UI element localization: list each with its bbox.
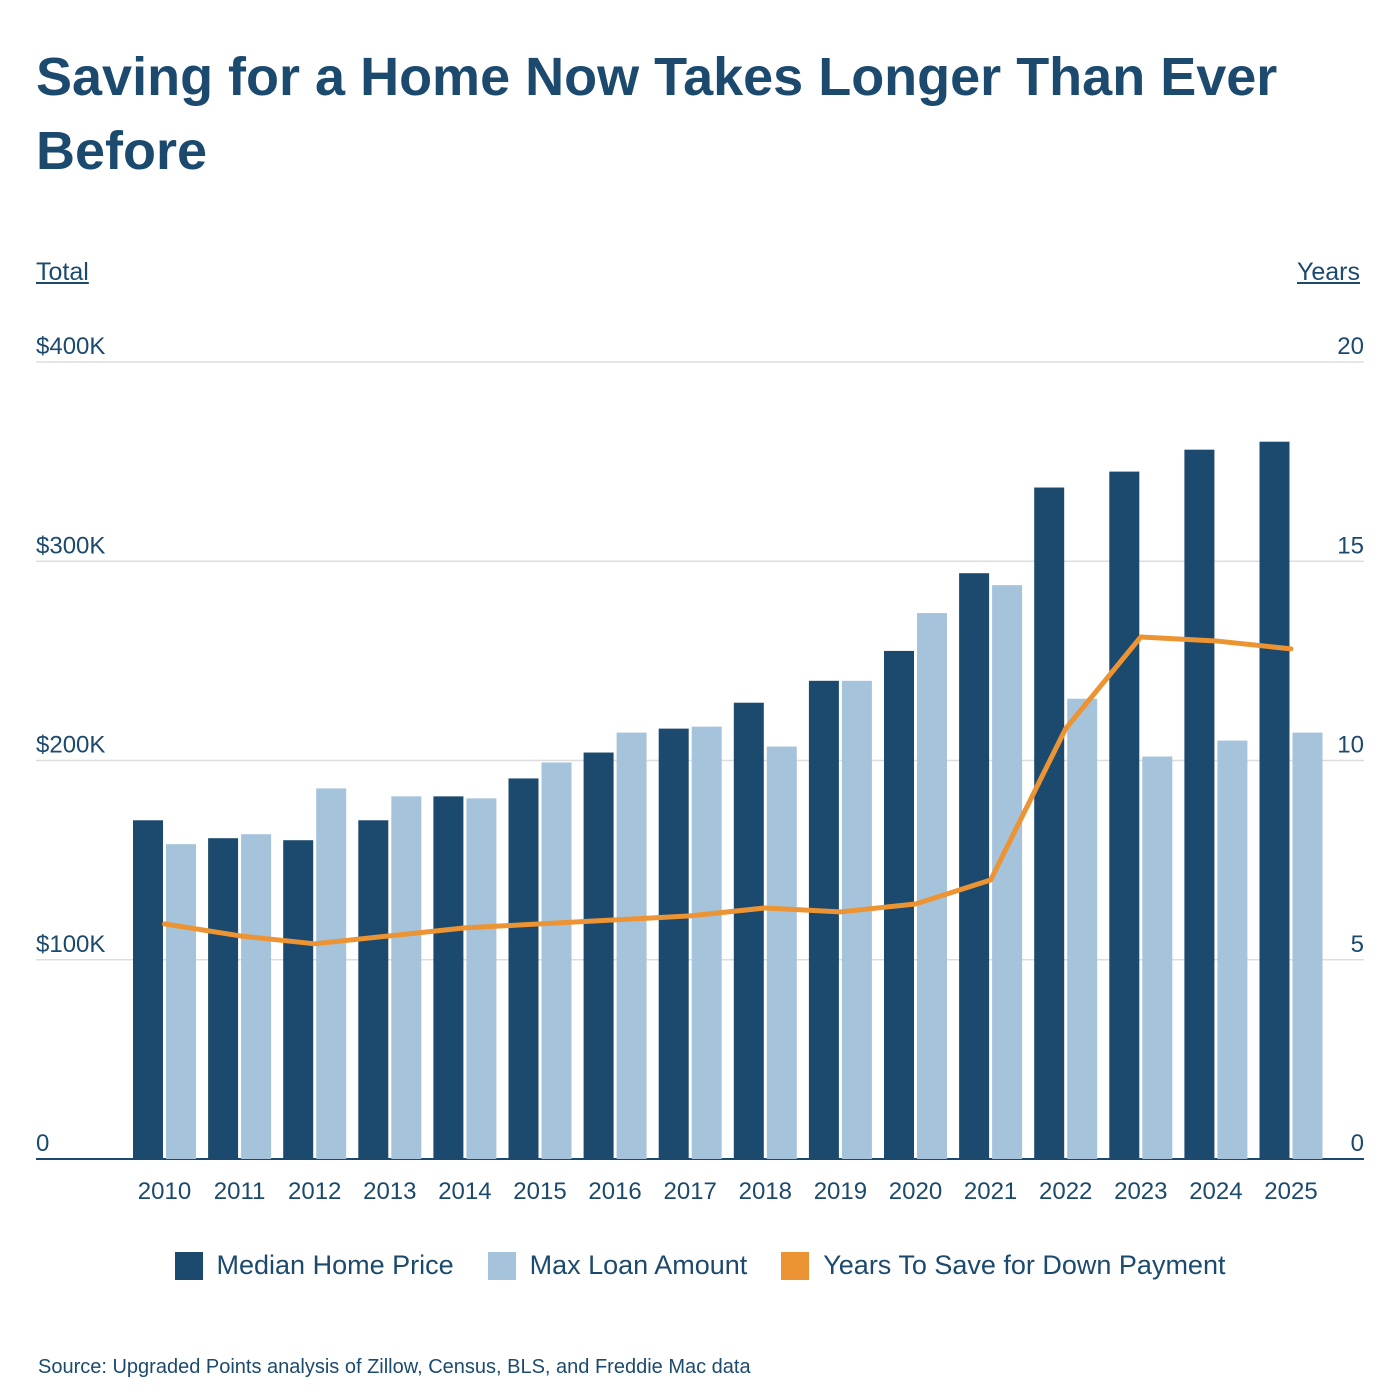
x-tick-label: 2010: [138, 1178, 191, 1205]
bars: [133, 441, 1323, 1160]
right-axis-title: Years: [1296, 258, 1360, 286]
x-tick-label: 2012: [288, 1178, 341, 1205]
y-left-tick-label: 0: [36, 1130, 49, 1157]
bar-median-home-price-2019: [808, 680, 839, 1159]
x-tick-label: 2013: [363, 1178, 416, 1205]
bar-max-loan-amount-2010: [166, 844, 196, 1159]
x-tick-label: 2011: [214, 1178, 266, 1205]
x-tick-label: 2023: [1114, 1178, 1167, 1205]
legend-item-years-to-save: Years To Save for Down Payment: [781, 1250, 1225, 1281]
y-left-tick-label: $200K: [36, 732, 105, 759]
y-left-tick-label: $100K: [36, 931, 105, 958]
legend-swatch-years-to-save: [781, 1251, 810, 1280]
bar-median-home-price-2010: [133, 820, 163, 1159]
bar-median-home-price-2015: [508, 778, 539, 1159]
source-note: Source: Upgraded Points analysis of Zill…: [38, 1356, 751, 1378]
x-tick-label: 2015: [513, 1178, 566, 1205]
x-tick-label: 2022: [1039, 1178, 1092, 1205]
bar-median-home-price-2022: [1034, 487, 1065, 1160]
bar-max-loan-amount-2012: [316, 788, 347, 1159]
y-right-tick-label: 5: [1351, 931, 1364, 958]
page-title: Saving for a Home Now Takes Longer Than …: [36, 47, 1278, 181]
line-series: [162, 634, 1294, 947]
bar-max-loan-amount-2018: [766, 746, 797, 1159]
y-left-tick-label: $400K: [36, 333, 105, 360]
bar-median-home-price-2013: [358, 820, 389, 1159]
bar-max-loan-amount-2014: [466, 798, 497, 1159]
x-tick-label: 2025: [1264, 1178, 1317, 1205]
bar-median-home-price-2024: [1184, 449, 1215, 1159]
y-right-tick-label: 20: [1337, 333, 1364, 360]
x-tick-label: 2024: [1189, 1178, 1242, 1205]
left-axis-title: Total: [36, 258, 89, 286]
bar-median-home-price-2014: [433, 796, 464, 1159]
x-tick-label: 2020: [889, 1178, 942, 1205]
y-right-tick-label: 0: [1351, 1130, 1364, 1157]
x-tick-label: 2018: [739, 1178, 792, 1205]
bar-median-home-price-2021: [959, 573, 990, 1159]
bar-median-home-price-2018: [733, 702, 764, 1159]
bar-max-loan-amount-2019: [841, 680, 872, 1159]
legend-item-median-home-price: Median Home Price: [174, 1250, 454, 1281]
legend-swatch-max-loan-amount: [487, 1251, 516, 1280]
bar-max-loan-amount-2024: [1217, 740, 1248, 1159]
bar-max-loan-amount-2013: [391, 796, 422, 1159]
tick-labels: 0 $100K $200K $300K $400K 0 5 10 15 20 2010 2011 201…: [36, 333, 1364, 1205]
bar-max-loan-amount-2020: [917, 613, 947, 1159]
bar-max-loan-amount-2016: [616, 732, 647, 1159]
legend-item-max-loan-amount: Max Loan Amount: [487, 1250, 748, 1281]
legend-label-max-loan-amount: Max Loan Amount: [529, 1250, 748, 1280]
legend-label-median-home-price: Median Home Price: [216, 1250, 454, 1280]
y-left-tick-label: $300K: [36, 532, 105, 559]
x-tick-label: 2021: [964, 1178, 1017, 1205]
bar-max-loan-amount-2015: [541, 762, 572, 1159]
line-years-to-save-for-down-payment: [162, 634, 1294, 947]
bar-median-home-price-2012: [283, 840, 314, 1159]
bar-max-loan-amount-2023: [1142, 756, 1173, 1159]
bar-max-loan-amount-2017: [691, 726, 722, 1159]
bar-max-loan-amount-2011: [241, 834, 272, 1159]
bar-max-loan-amount-2025: [1292, 732, 1323, 1159]
x-tick-label: 2017: [664, 1178, 717, 1205]
x-tick-label: 2014: [438, 1178, 491, 1205]
legend: Median Home Price Max Loan Amount Years …: [0, 1250, 1400, 1281]
bar-median-home-price-2011: [208, 838, 239, 1159]
bar-max-loan-amount-2022: [1067, 698, 1098, 1159]
legend-label-years-to-save: Years To Save for Down Payment: [823, 1250, 1226, 1280]
bar-median-home-price-2025: [1259, 441, 1290, 1159]
bar-median-home-price-2017: [658, 728, 689, 1159]
y-right-tick-label: 15: [1337, 532, 1364, 559]
bar-median-home-price-2016: [583, 752, 614, 1159]
legend-swatch-median-home-price: [174, 1251, 203, 1280]
y-right-tick-label: 10: [1337, 732, 1364, 759]
x-tick-label: 2019: [814, 1178, 867, 1205]
bar-median-home-price-2023: [1109, 471, 1140, 1159]
x-tick-label: 2016: [588, 1178, 641, 1205]
